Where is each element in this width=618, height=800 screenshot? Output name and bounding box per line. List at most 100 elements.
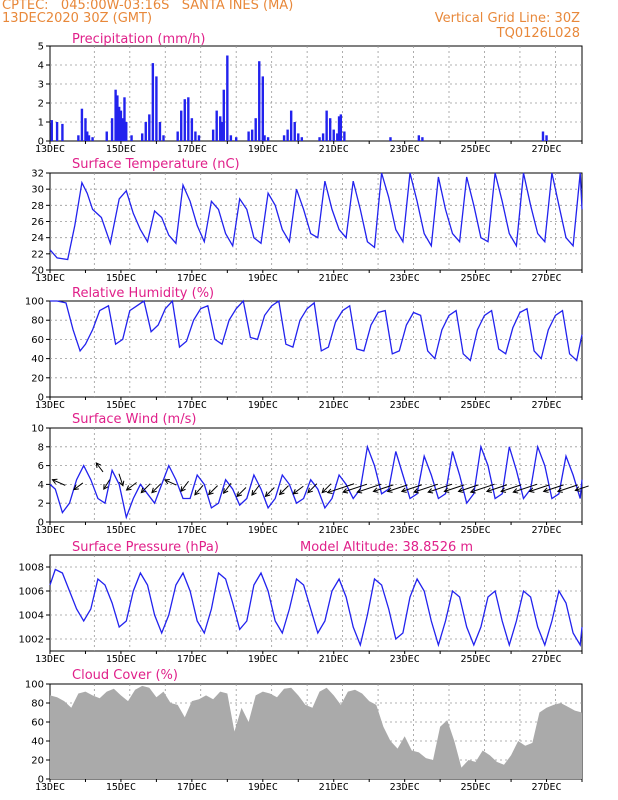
precip-bar <box>80 108 84 141</box>
wind-arrow-head <box>180 486 186 493</box>
temp-ytick-label: 22 <box>31 249 44 260</box>
temp-ytick-label: 20 <box>31 266 44 277</box>
wind-arrow <box>251 484 260 496</box>
precip-bar <box>121 118 124 141</box>
wind-arrow <box>444 484 465 492</box>
wind-arrow <box>95 462 104 473</box>
header-station: CPTEC: 045:00W-03:16S SANTA INES (MA) <box>2 0 294 13</box>
precip-xtick-label: 21DEC <box>319 144 349 155</box>
wind-arrow-head <box>321 487 328 494</box>
precip-bar <box>84 118 87 141</box>
precip-bar <box>86 131 89 141</box>
wind-arrow-head <box>236 491 243 498</box>
precip-ytick-label: 2 <box>38 99 44 110</box>
rh-xtick-label: 13DEC <box>35 400 65 411</box>
wind-arrow <box>118 473 124 486</box>
wind-arrow-head <box>372 487 379 493</box>
precip-xtick-label: 13DEC <box>35 144 65 155</box>
cloud-ytick-label: 100 <box>25 680 44 691</box>
wind-arrow-head <box>326 488 333 494</box>
precip-bar <box>130 135 133 141</box>
precip-bar <box>162 135 165 141</box>
press-xtick-label: 15DEC <box>106 654 136 665</box>
wind-title: Surface Wind (m/s) <box>72 412 196 427</box>
precip-bar <box>229 135 233 141</box>
wind-arrow <box>486 484 507 492</box>
precip-bar <box>263 135 266 141</box>
temp-line <box>49 172 583 261</box>
wind-arrow-head <box>51 478 58 484</box>
precip-bar <box>266 137 270 141</box>
press-xtick-label: 25DEC <box>461 654 491 665</box>
wind-xtick-label: 17DEC <box>177 525 207 536</box>
precip-ytick-label: 4 <box>38 61 44 72</box>
wind-arrow-head <box>251 490 257 496</box>
wind-ytick-label: 8 <box>38 442 44 453</box>
wind-arrow-head <box>457 487 464 493</box>
wind-arrow <box>470 483 495 493</box>
precip-ytick-label: 5 <box>38 42 44 53</box>
wind-arrow-head <box>443 487 450 493</box>
temp-ytick-label: 32 <box>31 169 44 180</box>
precip-bar <box>318 137 321 141</box>
precip-bar <box>155 76 158 141</box>
cloud-xtick-label: 13DEC <box>35 782 65 793</box>
precip-bar <box>141 133 144 141</box>
precip-bar <box>261 76 264 141</box>
wind-arrow-head <box>342 488 349 494</box>
press-xtick-label: 13DEC <box>35 654 65 665</box>
precip-bar <box>116 95 119 141</box>
press-line <box>49 568 583 648</box>
precip-ytick-label: 0 <box>38 137 44 148</box>
wind-ytick-label: 10 <box>31 424 44 435</box>
wind-arrow <box>458 484 479 492</box>
precip-bar <box>144 122 147 141</box>
precip-bar <box>321 133 325 141</box>
wind-arrow <box>292 485 304 495</box>
rh-ytick-label: 80 <box>31 316 44 327</box>
wind-arrow <box>103 479 111 490</box>
wind-arrow-head <box>222 488 229 495</box>
wind-arrow <box>500 484 522 492</box>
press-ytick-label: 1008 <box>19 563 44 574</box>
precip-bar <box>258 61 261 142</box>
temp-ytick-label: 24 <box>31 233 44 244</box>
wind-arrow <box>265 487 275 497</box>
rh-xtick-label: 27DEC <box>531 400 561 411</box>
temp-xtick-label: 19DEC <box>248 273 278 284</box>
precip-bar <box>247 131 250 141</box>
wind-arrow <box>180 480 189 492</box>
temp-xtick-label: 25DEC <box>461 273 491 284</box>
precip-bar <box>114 89 117 141</box>
precip-xtick-label: 19DEC <box>248 144 278 155</box>
wind-xtick-label: 19DEC <box>248 525 278 536</box>
rh-xtick-label: 19DEC <box>248 400 278 411</box>
precip-bar <box>194 131 197 141</box>
wind-arrow <box>513 483 538 493</box>
wind-arrow <box>342 483 368 493</box>
temp-ytick-label: 26 <box>31 217 44 228</box>
cloud-xtick-label: 17DEC <box>177 782 207 793</box>
precip-bar <box>151 63 155 141</box>
cloud-area <box>50 685 582 779</box>
precip-bar <box>61 123 64 141</box>
precip-bar <box>417 135 421 141</box>
wind-arrow <box>126 482 137 491</box>
wind-arrow-head <box>400 487 407 493</box>
cloud-ytick-label: 60 <box>31 718 44 729</box>
wind-arrow <box>387 484 408 492</box>
precip-bar <box>125 122 128 141</box>
wind-arrow-head <box>194 489 200 496</box>
precip-bar <box>336 133 339 141</box>
press-ytick-label: 1006 <box>19 587 44 598</box>
wind-arrow <box>401 484 422 492</box>
precip-bar <box>389 137 392 141</box>
header-grid-line: Vertical Grid Line: 30Z <box>434 11 580 26</box>
precip-ytick-label: 1 <box>38 118 44 129</box>
wind-xtick-label: 13DEC <box>35 525 65 536</box>
cloud-xtick-label: 23DEC <box>390 782 420 793</box>
wind-arrow-head <box>469 488 476 494</box>
wind-arrow-head <box>574 486 581 492</box>
rh-ytick-label: 40 <box>31 354 44 365</box>
precip-bar <box>332 129 335 141</box>
